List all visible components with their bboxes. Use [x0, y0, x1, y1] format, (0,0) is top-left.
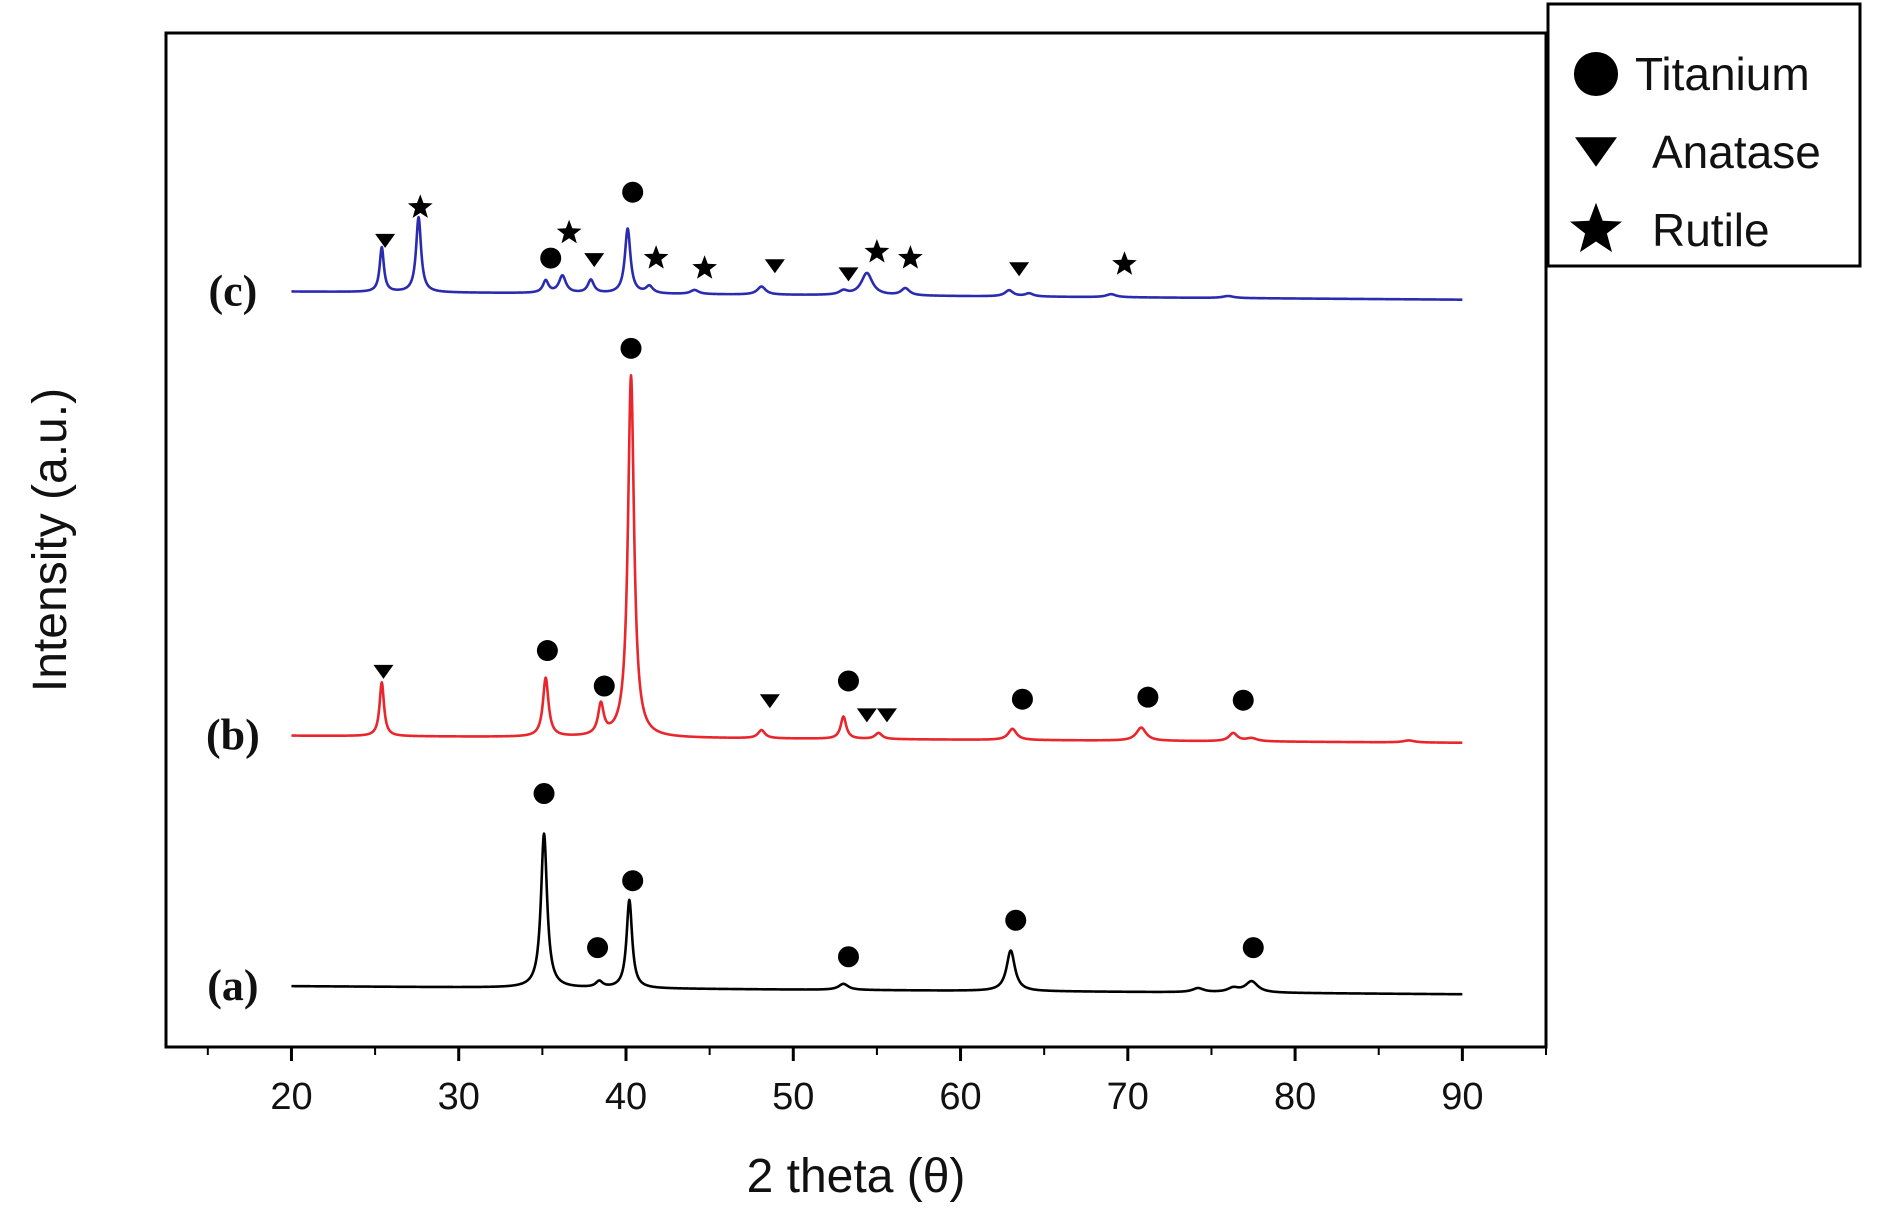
x-axis: 20 30 40 50 60 70 80 90: [206, 1047, 1547, 1118]
legend-items: Titanium Anatase Rutile: [1570, 48, 1821, 256]
x-tick-label-90: 90: [1441, 1076, 1483, 1118]
peak-marker-1-3: [622, 870, 644, 892]
series-labels: (a) (b) (c): [206, 267, 260, 1011]
peak-marker-3-9: [764, 259, 785, 274]
peak-marker-2-7: [856, 708, 877, 723]
x-tick-label-30: 30: [438, 1076, 480, 1118]
x-tick-label-50: 50: [772, 1076, 814, 1118]
peak-marker-2-4: [620, 337, 642, 359]
peak-marker-1-6: [1242, 937, 1264, 959]
peak-marker-3-3: [540, 247, 562, 269]
legend-marker-titanium: [1573, 51, 1619, 97]
peak-marker-3-2: [407, 194, 433, 218]
peak-marker-3-7: [643, 245, 669, 269]
legend-marker-anatase: [1575, 137, 1617, 167]
x-axis-title: 2 theta (θ): [747, 1150, 966, 1203]
peak-marker-2-11: [1232, 689, 1254, 711]
x-tick-label-40: 40: [605, 1076, 647, 1118]
series-label-1: (a): [207, 961, 258, 1010]
peak-marker-2-3: [593, 675, 615, 697]
peak-marker-1-2: [587, 937, 609, 959]
marker-layer: [373, 181, 1264, 968]
plot-frame: [164, 31, 1548, 1049]
x-tick-label-20: 20: [270, 1076, 312, 1118]
series-line-2: [290, 373, 1464, 745]
series-line-3: [290, 215, 1464, 301]
peak-marker-2-10: [1137, 686, 1159, 708]
plot-area: 20 30 40 50 60 70 80 90 (a) (b) (c): [164, 31, 1548, 1118]
peak-marker-1-5: [1005, 909, 1027, 931]
peak-marker-2-6: [837, 670, 859, 692]
peak-marker-2-9: [1011, 688, 1033, 710]
peak-marker-3-4: [556, 219, 582, 244]
peak-marker-2-1: [373, 664, 394, 679]
peak-marker-2-8: [876, 708, 897, 723]
peak-marker-3-8: [692, 255, 717, 279]
peak-marker-3-6: [622, 181, 644, 203]
series-label-3: (c): [208, 267, 257, 316]
peak-marker-3-1: [375, 233, 396, 248]
peak-marker-3-13: [1009, 262, 1030, 277]
legend-label-rutile: Rutile: [1652, 204, 1770, 256]
peak-marker-2-5: [759, 694, 780, 709]
y-axis-title: Intensity (a.u.): [24, 388, 77, 692]
peak-marker-1-1: [533, 783, 555, 804]
legend-label-titanium: Titanium: [1635, 48, 1810, 100]
legend-marker-rutile: [1570, 202, 1622, 253]
peak-marker-2-2: [536, 640, 558, 662]
x-tick-label-80: 80: [1274, 1076, 1316, 1118]
peak-marker-3-11: [864, 239, 890, 263]
legend-label-anatase: Anatase: [1652, 126, 1821, 178]
peak-marker-3-5: [584, 253, 605, 268]
series-line-1: [290, 832, 1464, 996]
series-layer: [290, 215, 1464, 996]
x-tick-label-70: 70: [1107, 1076, 1149, 1118]
peak-marker-3-14: [1112, 251, 1137, 275]
peak-marker-1-4: [837, 946, 859, 968]
series-label-2: (b): [206, 711, 260, 760]
peak-marker-3-12: [898, 245, 923, 269]
legend: Titanium Anatase Rutile: [1546, 2, 1862, 268]
peak-marker-3-10: [838, 267, 859, 282]
x-tick-label-60: 60: [939, 1076, 981, 1118]
